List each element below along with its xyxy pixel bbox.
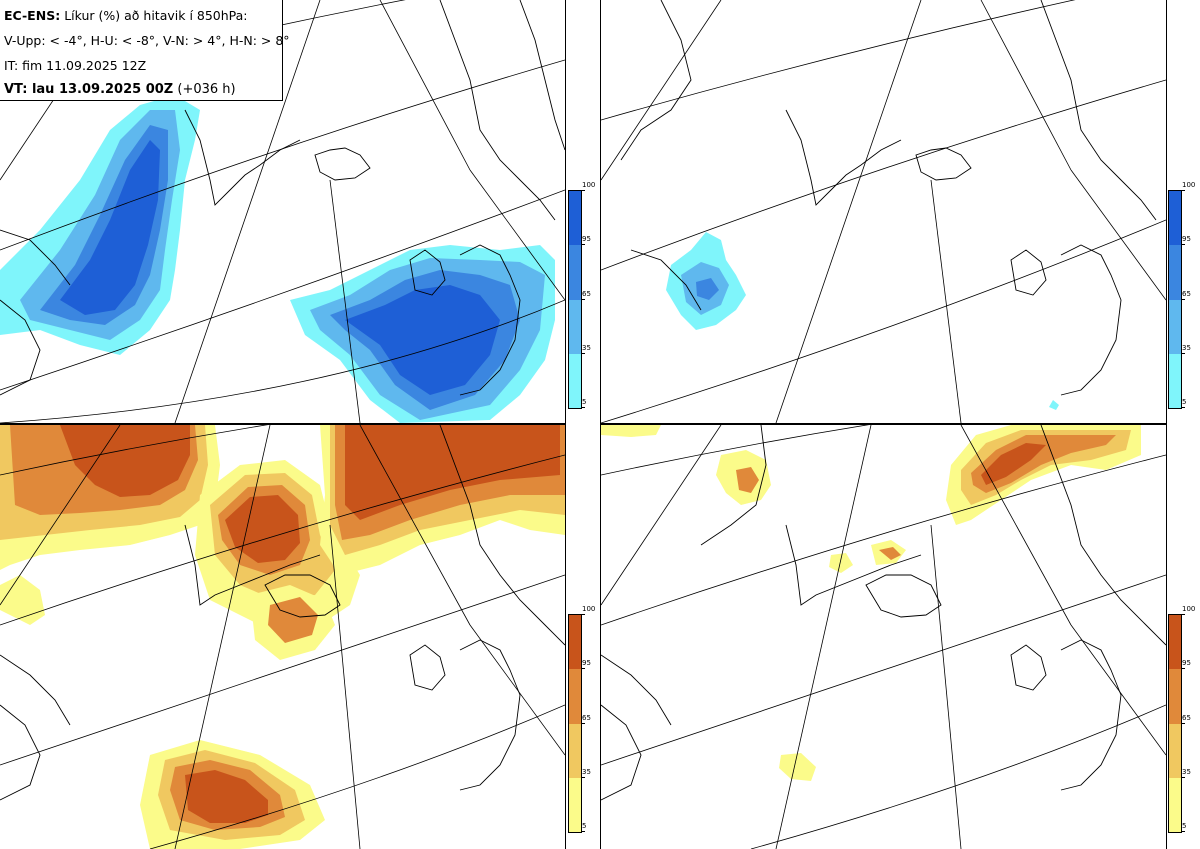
colorbar-tick-label: 95 [1182,235,1191,244]
colorbar-tick-mark [1182,722,1185,724]
colorbar-segment [569,353,581,408]
colorbar-tick-mark [582,244,585,246]
colorbar-tick-mark [1182,831,1185,832]
map-panel-cold-minus8 [600,0,1167,424]
colorbar-warm-left [568,614,582,833]
colorbar-segment [1169,777,1181,832]
colorbar-tick-mark [1182,776,1185,778]
colorbar-tick-mark [1182,244,1185,246]
colorbar-tick-mark [1182,298,1185,300]
graticule [0,0,565,423]
map-panel-warm-plus8 [600,424,1167,849]
colorbar-segment [1169,723,1181,778]
colorbar-tick-mark [582,190,585,191]
graticule [0,425,565,849]
header-valid-time: VT: lau 13.09.2025 00Z (+036 h) [4,82,236,97]
colorbar-segment [1169,615,1181,670]
colorbar-tick-label: 35 [582,343,591,352]
colorbar-tick-label: 95 [1182,659,1191,668]
colorbar-tick-mark [582,407,585,408]
probability-field [601,425,1141,781]
map-panel-cold-minus4: EC-ENS: Líkur (%) að hitavik í 850hPa: V… [0,0,566,424]
colorbar-tick-label: 65 [1182,289,1191,298]
colorbar-tick-label: 5 [1182,822,1187,830]
map-header: EC-ENS: Líkur (%) að hitavik í 850hPa: V… [0,0,290,101]
colorbar-tick-label: 95 [582,659,591,668]
colorbar-segment [1169,191,1181,246]
colorbar-tick-label: 100 [1182,605,1196,613]
colorbar-tick-mark [1182,352,1185,354]
colorbar-tick-mark [582,352,585,354]
colorbar-tick-label: 35 [1182,767,1191,776]
colorbar-segment [569,191,581,246]
graticule [601,0,1166,423]
map-svg [601,425,1166,849]
colorbar-tick-mark [1182,190,1185,191]
colorbar-cold-left [568,190,582,409]
map-panel-warm-plus4 [0,424,566,849]
colorbar-segment [569,777,581,832]
colorbar-tick-mark [582,298,585,300]
header-legend: V-Upp: < -4°, H-U: < -8°, V-N: > 4°, H-N… [4,33,290,48]
colorbar-cold-right [1168,190,1182,409]
colorbar-tick-mark [582,614,585,615]
colorbar-tick-mark [582,831,585,832]
colorbar-tick-label: 65 [582,713,591,722]
colorbar-segment [1169,353,1181,408]
map-svg [601,0,1166,423]
colorbar-tick-label: 35 [582,767,591,776]
map-svg [0,0,565,423]
probability-field [666,232,1059,410]
colorbar-segment [1169,299,1181,354]
colorbar-segment [569,615,581,670]
coastlines [601,425,1166,801]
colorbar-segment [569,299,581,354]
colorbar-segment [1169,669,1181,724]
coastlines [0,425,565,801]
colorbar-tick-mark [1182,614,1185,615]
coastlines [0,0,565,396]
colorbar-tick-mark [582,722,585,724]
colorbar-tick-label: 5 [582,398,587,406]
graticule [601,425,1166,849]
colorbar-tick-label: 100 [582,605,596,613]
colorbar-tick-label: 100 [1182,181,1196,189]
colorbar-tick-label: 100 [582,181,596,189]
colorbar-tick-mark [1182,407,1185,408]
colorbar-tick-mark [1182,668,1185,670]
colorbar-segment [569,723,581,778]
header-init-time: IT: fim 11.09.2025 12Z [4,58,147,73]
colorbar-segment [1169,245,1181,300]
colorbar-tick-label: 5 [582,822,587,830]
colorbar-tick-label: 95 [582,235,591,244]
colorbar-tick-mark [582,668,585,670]
colorbar-segment [569,669,581,724]
header-title: EC-ENS: Líkur (%) að hitavik í 850hPa: [4,8,248,23]
colorbar-tick-label: 65 [582,289,591,298]
probability-field [0,425,565,849]
probability-field [0,95,555,423]
coastlines [620,0,1157,396]
colorbar-segment [569,245,581,300]
colorbar-tick-label: 65 [1182,713,1191,722]
colorbar-warm-right [1168,614,1182,833]
colorbar-tick-label: 5 [1182,398,1187,406]
map-svg [0,425,565,849]
colorbar-tick-label: 35 [1182,343,1191,352]
colorbar-tick-mark [582,776,585,778]
